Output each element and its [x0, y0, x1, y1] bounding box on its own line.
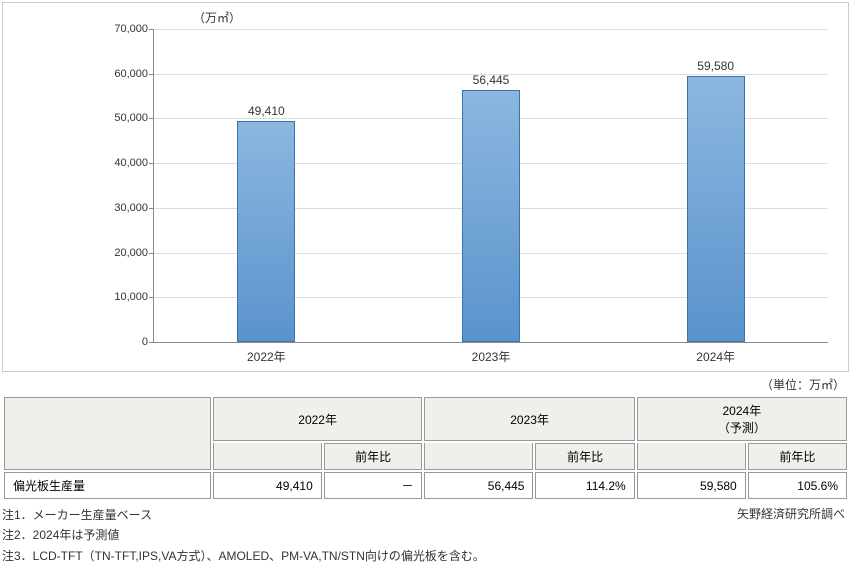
bar: 56,445	[462, 90, 520, 342]
col-year-0: 2022年	[213, 397, 423, 441]
table-header-row-1: 2022年 2023年 2024年（予測）	[4, 397, 847, 441]
bar-value-label: 49,410	[248, 104, 285, 118]
x-tick-label: 2022年	[247, 348, 286, 365]
bar: 59,580	[687, 76, 745, 342]
cell-yoy-2: 105.6%	[748, 472, 847, 499]
x-tick-label: 2024年	[696, 348, 735, 365]
row-name: 偏光板生産量	[4, 472, 211, 499]
col-yoy-1: 前年比	[535, 443, 634, 470]
cell-val-2: 59,580	[637, 472, 746, 499]
y-tick-label: 50,000	[114, 112, 148, 124]
cell-val-0: 49,410	[213, 472, 322, 499]
bar-value-label: 59,580	[697, 59, 734, 73]
y-tick-label: 30,000	[114, 202, 148, 214]
cell-yoy-1: 114.2%	[535, 472, 634, 499]
cell-yoy-0: －	[324, 472, 423, 499]
chart-plot-area: 010,00020,00030,00040,00050,00060,00070,…	[153, 29, 828, 343]
table-unit-label: （単位：万㎡）	[2, 376, 845, 393]
table-corner	[4, 397, 211, 470]
col-yoy-2: 前年比	[748, 443, 847, 470]
col-val-0	[213, 443, 322, 470]
y-tick-label: 60,000	[114, 68, 148, 80]
footnotes: 矢野経済研究所調べ 注1．メーカー生産量ベース 注2．2024年は予測値 注3．…	[2, 505, 849, 566]
col-year-1: 2023年	[424, 397, 634, 441]
note-3: 注3．LCD-TFT（TN-TFT,IPS,VA方式）、AMOLED、PM-VA…	[2, 546, 849, 566]
table-row: 偏光板生産量 49,410 － 56,445 114.2% 59,580 105…	[4, 472, 847, 499]
col-yoy-0: 前年比	[324, 443, 423, 470]
y-tick-label: 0	[142, 336, 148, 348]
chart-container: （万㎡） 010,00020,00030,00040,00050,00060,0…	[2, 2, 849, 372]
y-tick-label: 10,000	[114, 291, 148, 303]
cell-val-1: 56,445	[424, 472, 533, 499]
data-table: 2022年 2023年 2024年（予測） 前年比 前年比 前年比 偏光板生産量…	[2, 395, 849, 501]
y-tick-label: 70,000	[114, 23, 148, 35]
note-1: 注1．メーカー生産量ベース	[2, 505, 849, 525]
chart-unit-label: （万㎡）	[193, 9, 241, 26]
note-2: 注2．2024年は予測値	[2, 525, 849, 545]
col-val-1	[424, 443, 533, 470]
bar: 49,410	[237, 121, 295, 342]
x-tick-label: 2023年	[472, 348, 511, 365]
source-label: 矢野経済研究所調べ	[737, 505, 845, 522]
col-val-2	[637, 443, 746, 470]
y-tick-label: 40,000	[114, 157, 148, 169]
col-year-2: 2024年（予測）	[637, 397, 847, 441]
bar-value-label: 56,445	[473, 73, 510, 87]
y-tick-label: 20,000	[114, 247, 148, 259]
